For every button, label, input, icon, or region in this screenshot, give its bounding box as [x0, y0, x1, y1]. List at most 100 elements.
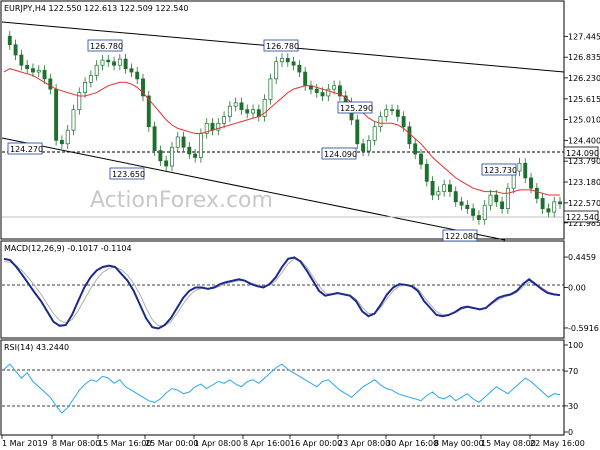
candle-body: [42, 70, 47, 80]
candle-body: [291, 61, 296, 66]
macd-axis: 0.4459 0.00 -0.5916: [564, 253, 599, 333]
candle-body: [453, 191, 458, 203]
price-tick-label: 126.835: [568, 53, 600, 62]
candle-body: [71, 109, 76, 131]
candle-body: [465, 204, 470, 210]
swing-label: 123.650: [112, 170, 145, 179]
moving-average-line: [3, 68, 560, 196]
swing-label-box: [7, 142, 43, 155]
lower-channel-line: [1, 137, 506, 241]
candle-body: [158, 150, 163, 162]
candle-body: [390, 109, 394, 111]
candle-body: [448, 184, 452, 192]
candle-body: [361, 143, 366, 152]
candle-body: [297, 64, 302, 73]
price-tick-label: 125.010: [568, 116, 600, 125]
candle-body: [187, 146, 192, 155]
candle-body: [210, 122, 215, 131]
candle-body: [534, 187, 539, 199]
candle-body: [233, 102, 238, 107]
candle-body: [552, 201, 557, 213]
candle-body: [193, 153, 198, 158]
swing-label-box: [263, 39, 299, 52]
candle-body: [332, 85, 337, 90]
candle-body: [546, 208, 551, 213]
candle-body: [529, 177, 533, 189]
candle-body: [65, 129, 70, 145]
watermark: ActionForex.com: [90, 188, 273, 213]
candle-body: [251, 109, 255, 114]
swing-label: 123.730: [484, 166, 517, 175]
time-tick-label: 25 Mar 00:00: [145, 439, 198, 448]
candle-body: [106, 59, 111, 63]
time-tick-label: 8 Mar 08:00: [52, 439, 100, 448]
candle-body: [245, 109, 250, 114]
candle-body: [54, 88, 59, 141]
candle-body: [268, 78, 273, 100]
candle-body: [280, 58, 284, 63]
rsi-tick-label: 30: [568, 402, 578, 411]
candle-body: [117, 58, 122, 66]
rsi-axis: 100 70 30 0: [564, 341, 583, 437]
rsi-panel-frame: [0, 339, 565, 436]
candle-body: [285, 58, 290, 63]
candle-body: [303, 71, 308, 87]
candle-body: [181, 136, 186, 148]
candle-body: [100, 59, 105, 66]
time-tick-label: 8 Apr 16:00: [243, 439, 290, 448]
candle-body: [500, 201, 505, 210]
candle-body: [517, 162, 522, 172]
candle-body: [558, 201, 562, 205]
candle-body: [77, 92, 82, 110]
swing-labels: 126.780 126.780 125.290 124.270 124.090 123.6…: [7, 39, 517, 242]
candle-body: [239, 102, 244, 110]
price-tick-label: 124.400: [568, 136, 600, 145]
price-tick-label: 122.570: [568, 199, 600, 208]
current-price-label: 122.540: [566, 213, 599, 222]
candle-body: [48, 78, 53, 90]
candle-body: [401, 116, 406, 128]
time-tick-label: 1 Apr 08:00: [194, 439, 241, 448]
swing-label-box: [337, 101, 373, 114]
candle-body: [94, 64, 99, 76]
time-tick-label: 23 Apr 08:00: [338, 439, 390, 448]
swing-label: 124.270: [10, 145, 43, 154]
candle-body: [326, 88, 331, 97]
candle-body: [31, 68, 35, 73]
rsi-tick-label: 0: [568, 428, 573, 437]
candle-body: [274, 61, 279, 80]
price-tick-label: 127.445: [568, 32, 600, 41]
candle-body: [395, 109, 400, 117]
candle-body: [384, 109, 389, 117]
macd-tick-label: 0.00: [568, 284, 586, 293]
time-tick-label: 22 May 16:00: [530, 439, 585, 448]
candle-body: [488, 194, 493, 206]
candle-body: [204, 122, 209, 134]
candle-body: [170, 146, 174, 167]
candle-body: [505, 187, 510, 210]
swing-label-box: [481, 163, 517, 176]
swing-label-box: [442, 229, 478, 242]
symbol-header: EURJPY,H4 122.550 122.613 122.509 122.54…: [4, 4, 189, 13]
swing-label-box: [109, 167, 145, 180]
candle-body: [227, 105, 232, 117]
time-tick-label: 16 Apr 00:00: [290, 439, 342, 448]
macd-series: [3, 256, 561, 330]
candle-body: [262, 99, 267, 117]
candle-body: [216, 122, 221, 131]
candle-body: [175, 136, 180, 148]
candle-body: [424, 163, 429, 182]
horizontal-level-label: 124.090: [566, 149, 599, 158]
candle-body: [123, 58, 128, 69]
current-price-tag: [563, 210, 599, 223]
candle-body: [482, 204, 487, 220]
candle-body: [372, 126, 377, 141]
candle-body: [494, 194, 499, 203]
candle-body: [355, 119, 360, 145]
price-axis: 127.445 126.835 126.230 125.615 125.010 124.4…: [564, 32, 600, 228]
rsi-header: RSI(14) 43.2440: [4, 343, 69, 352]
time-tick-label: 8 May 00:00: [434, 439, 484, 448]
swing-label-box: [87, 39, 123, 52]
